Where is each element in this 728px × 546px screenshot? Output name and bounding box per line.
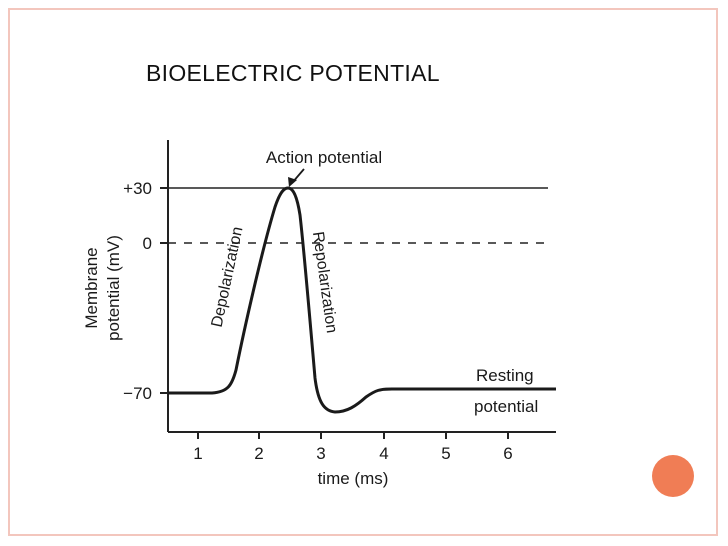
decorative-circle — [652, 455, 694, 497]
action-potential-label: Action potential — [266, 148, 382, 167]
x-tick-label: 5 — [441, 444, 450, 463]
slide-border — [8, 8, 718, 536]
slide-title: BIOELECTRIC POTENTIAL — [146, 60, 440, 86]
repolarization-label: Repolarization — [309, 231, 340, 335]
x-tick-label: 3 — [316, 444, 325, 463]
y-tick-label: +30 — [123, 179, 152, 198]
y-axis-title-line1: Membrane — [82, 247, 101, 328]
y-axis-title-line2: potential (mV) — [104, 235, 123, 341]
arrow-head-icon — [288, 177, 297, 187]
x-axis-title: time (ms) — [318, 469, 389, 488]
x-tick-label: 2 — [254, 444, 263, 463]
x-tick-label: 1 — [193, 444, 202, 463]
depolarization-label: Depolarization — [209, 225, 247, 329]
y-tick-label: 0 — [143, 234, 152, 253]
x-tick-label: 6 — [503, 444, 512, 463]
resting-label-line1: Resting — [476, 366, 534, 385]
y-tick-label: −70 — [123, 384, 152, 403]
x-tick-label: 4 — [379, 444, 388, 463]
resting-label-line2: potential — [474, 397, 538, 416]
membrane-potential-curve — [168, 186, 556, 414]
